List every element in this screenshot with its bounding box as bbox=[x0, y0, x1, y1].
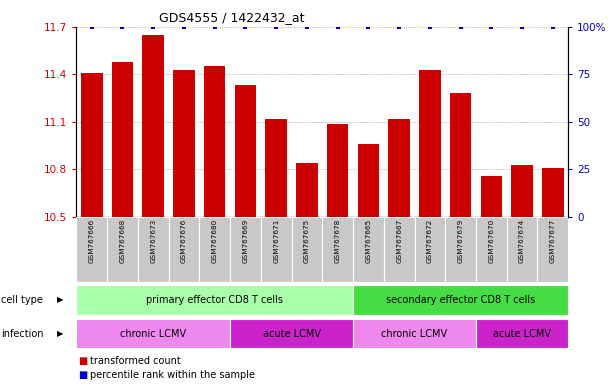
Point bbox=[271, 24, 281, 30]
Point bbox=[394, 24, 404, 30]
Text: infection: infection bbox=[1, 328, 44, 339]
Point bbox=[87, 24, 97, 30]
Text: ■: ■ bbox=[78, 356, 87, 366]
Point bbox=[148, 24, 158, 30]
Bar bbox=[538, 217, 568, 282]
Bar bbox=[507, 217, 538, 282]
Point bbox=[117, 24, 127, 30]
Text: ▶: ▶ bbox=[57, 295, 63, 305]
Bar bbox=[173, 70, 195, 217]
Text: GSM767671: GSM767671 bbox=[273, 219, 279, 263]
Bar bbox=[353, 319, 476, 348]
Bar bbox=[476, 319, 568, 348]
Text: GSM767670: GSM767670 bbox=[488, 219, 494, 263]
Point bbox=[456, 24, 466, 30]
Bar bbox=[76, 285, 353, 315]
Bar bbox=[357, 144, 379, 217]
Bar bbox=[481, 176, 502, 217]
Bar bbox=[199, 217, 230, 282]
Text: acute LCMV: acute LCMV bbox=[263, 328, 321, 339]
Text: GSM767665: GSM767665 bbox=[365, 219, 371, 263]
Text: GSM767677: GSM767677 bbox=[550, 219, 556, 263]
Text: primary effector CD8 T cells: primary effector CD8 T cells bbox=[146, 295, 284, 305]
Text: GSM767678: GSM767678 bbox=[335, 219, 341, 263]
Text: secondary effector CD8 T cells: secondary effector CD8 T cells bbox=[386, 295, 535, 305]
Point bbox=[364, 24, 373, 30]
Bar bbox=[204, 66, 225, 217]
Bar bbox=[230, 319, 353, 348]
Text: transformed count: transformed count bbox=[90, 356, 181, 366]
Text: ▶: ▶ bbox=[57, 329, 63, 338]
Point bbox=[302, 24, 312, 30]
Bar bbox=[261, 217, 291, 282]
Text: GSM767676: GSM767676 bbox=[181, 219, 187, 263]
Bar bbox=[169, 217, 199, 282]
Bar bbox=[450, 93, 472, 217]
Bar bbox=[384, 217, 414, 282]
Bar bbox=[353, 217, 384, 282]
Text: cell type: cell type bbox=[1, 295, 43, 305]
Bar bbox=[542, 168, 563, 217]
Point bbox=[333, 24, 343, 30]
Text: GSM767669: GSM767669 bbox=[243, 219, 249, 263]
Text: acute LCMV: acute LCMV bbox=[493, 328, 551, 339]
Text: GSM767675: GSM767675 bbox=[304, 219, 310, 263]
Bar bbox=[323, 217, 353, 282]
Text: chronic LCMV: chronic LCMV bbox=[120, 328, 186, 339]
Bar bbox=[389, 119, 410, 217]
Text: GSM767667: GSM767667 bbox=[396, 219, 402, 263]
Text: GDS4555 / 1422432_at: GDS4555 / 1422432_at bbox=[159, 12, 305, 25]
Bar bbox=[476, 217, 507, 282]
Bar bbox=[235, 86, 256, 217]
Text: GSM767672: GSM767672 bbox=[427, 219, 433, 263]
Bar bbox=[511, 165, 533, 217]
Text: GSM767674: GSM767674 bbox=[519, 219, 525, 263]
Point bbox=[241, 24, 251, 30]
Bar bbox=[107, 217, 138, 282]
Text: GSM767668: GSM767668 bbox=[120, 219, 125, 263]
Point bbox=[518, 24, 527, 30]
Point bbox=[179, 24, 189, 30]
Text: GSM767680: GSM767680 bbox=[211, 219, 218, 263]
Bar bbox=[414, 217, 445, 282]
Bar bbox=[142, 35, 164, 217]
Text: GSM767679: GSM767679 bbox=[458, 219, 464, 263]
Bar bbox=[138, 217, 169, 282]
Bar bbox=[265, 119, 287, 217]
Bar bbox=[291, 217, 323, 282]
Bar bbox=[419, 70, 441, 217]
Bar bbox=[327, 124, 348, 217]
Text: GSM767673: GSM767673 bbox=[150, 219, 156, 263]
Text: GSM767666: GSM767666 bbox=[89, 219, 95, 263]
Bar bbox=[76, 217, 107, 282]
Point bbox=[486, 24, 496, 30]
Bar bbox=[445, 217, 476, 282]
Point bbox=[210, 24, 219, 30]
Text: percentile rank within the sample: percentile rank within the sample bbox=[90, 370, 255, 380]
Bar bbox=[76, 319, 230, 348]
Bar bbox=[353, 285, 568, 315]
Bar bbox=[81, 73, 103, 217]
Text: ■: ■ bbox=[78, 370, 87, 380]
Text: chronic LCMV: chronic LCMV bbox=[381, 328, 448, 339]
Bar bbox=[112, 62, 133, 217]
Point bbox=[425, 24, 435, 30]
Bar bbox=[296, 163, 318, 217]
Point bbox=[548, 24, 558, 30]
Bar bbox=[230, 217, 261, 282]
